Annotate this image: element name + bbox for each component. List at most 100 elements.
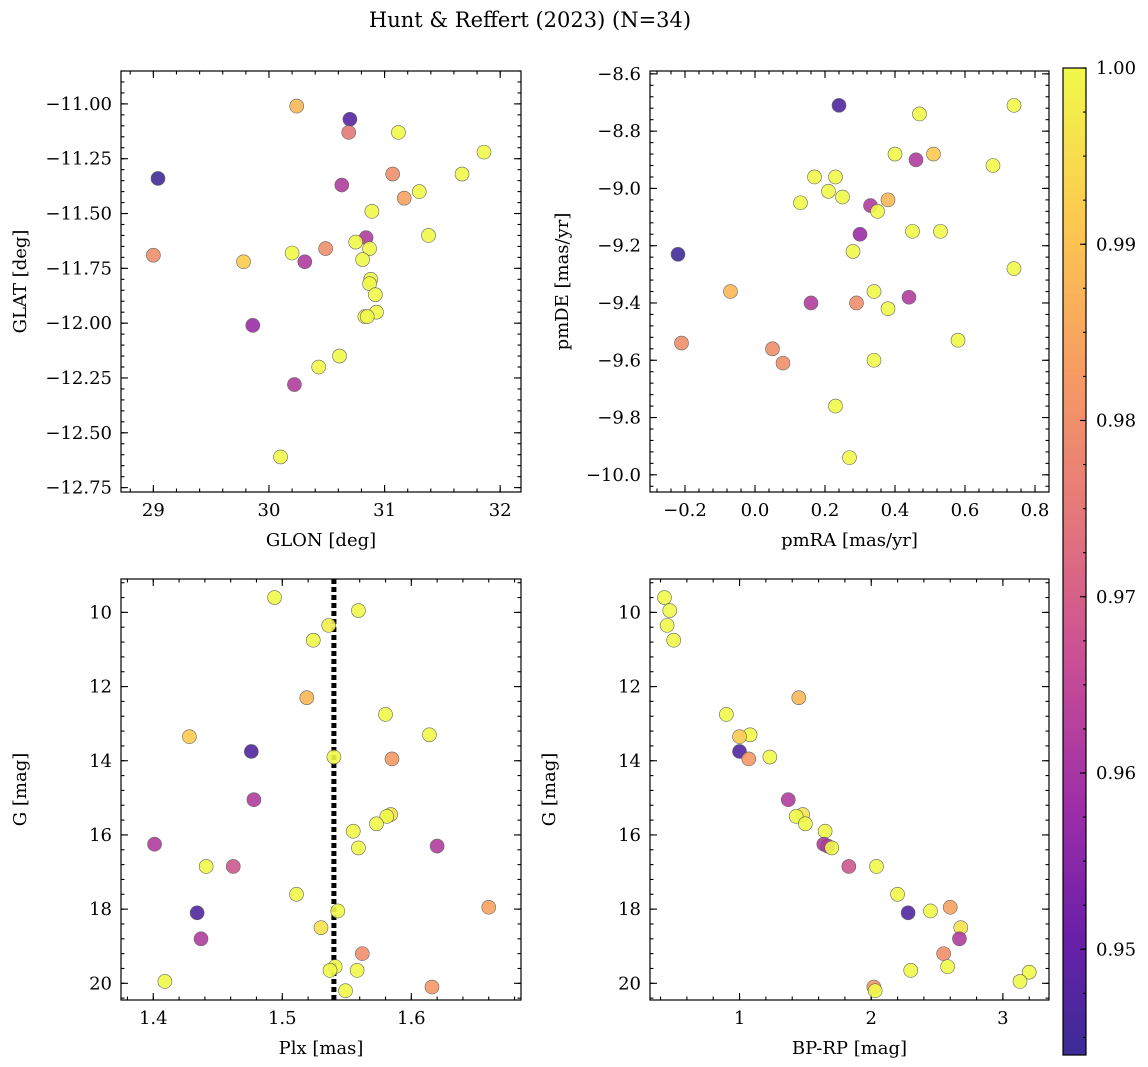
- colorbar-tick-label: 0.96: [1096, 763, 1136, 784]
- data-point: [866, 352, 882, 368]
- data-point: [318, 241, 333, 256]
- x-tick-label: 2: [866, 1008, 877, 1029]
- data-point: [807, 169, 822, 185]
- data-point: [908, 152, 924, 168]
- y-tick-label: 10: [618, 602, 641, 623]
- data-point: [476, 144, 492, 160]
- data-point: [791, 690, 807, 705]
- data-point: [284, 245, 300, 261]
- x-axis-label: BP-RP [mag]: [792, 1038, 907, 1059]
- data-point: [880, 301, 896, 317]
- axes-frame: [649, 578, 1050, 1001]
- y-tick-label: 16: [89, 825, 112, 846]
- y-tick-label: −8.8: [597, 121, 641, 142]
- data-point: [890, 886, 905, 902]
- y-tick-label: −11.25: [45, 149, 112, 170]
- data-point: [950, 332, 966, 348]
- x-axis-label: GLON [deg]: [266, 530, 376, 551]
- data-point: [332, 348, 347, 364]
- y-tick-label: 12: [618, 677, 641, 698]
- data-point: [299, 690, 315, 705]
- data-point: [244, 744, 259, 759]
- data-point: [798, 816, 813, 832]
- y-tick-label: 20: [618, 973, 641, 994]
- data-point: [852, 226, 868, 242]
- data-point: [345, 823, 361, 839]
- data-point: [422, 727, 437, 743]
- y-tick-label: 18: [618, 899, 641, 920]
- y-tick-label: 14: [89, 751, 112, 772]
- data-point: [867, 983, 883, 999]
- y-tick-label: −8.6: [597, 64, 641, 85]
- data-point: [674, 335, 689, 351]
- data-point: [869, 859, 884, 874]
- data-point: [1006, 261, 1022, 276]
- axes-frame: [649, 70, 1050, 493]
- data-point: [305, 632, 321, 648]
- data-point: [421, 228, 436, 243]
- x-tick-label: 31: [373, 500, 396, 521]
- data-point: [198, 859, 214, 874]
- data-point: [289, 98, 305, 114]
- y-tick-label: −11.00: [45, 94, 112, 115]
- data-point: [351, 840, 366, 856]
- data-point: [923, 903, 938, 919]
- panel-glon-glat: 29 30 31 32 −11.00 −11.25 −11.50 −11.75 −12.00 −1…: [10, 70, 522, 551]
- y-tick-label: −11.50: [45, 204, 112, 225]
- data-point: [273, 449, 288, 465]
- data-point: [793, 195, 808, 211]
- data-point: [765, 341, 780, 357]
- data-point: [182, 729, 197, 744]
- data-point: [900, 905, 916, 921]
- axes-frame: [120, 578, 522, 1001]
- y-axis-label: pmDE [mas/yr]: [552, 213, 573, 351]
- data-point: [146, 247, 161, 263]
- x-tick-label: 1: [734, 1008, 745, 1029]
- data-point: [150, 171, 166, 186]
- data-point: [912, 106, 927, 122]
- x-tick-label: 0.6: [951, 500, 980, 521]
- data-point: [330, 903, 346, 919]
- x-axis-label: Plx [mas]: [279, 1038, 364, 1059]
- data-point: [297, 254, 313, 270]
- data-point: [845, 244, 861, 259]
- data-point: [723, 284, 738, 299]
- data-point: [842, 450, 857, 465]
- data-point: [368, 287, 383, 302]
- data-point: [236, 254, 251, 270]
- y-tick-label: 14: [618, 751, 641, 772]
- data-point: [741, 751, 757, 767]
- data-point: [762, 749, 778, 765]
- data-point: [287, 377, 302, 392]
- y-tick-label: 16: [618, 825, 641, 846]
- data-point: [342, 111, 358, 127]
- colorbar: 0.95 0.96 0.97 0.98 0.99 1.00: [1062, 58, 1136, 1056]
- y-tick-label: −12.00: [45, 313, 112, 334]
- data-point: [364, 204, 380, 219]
- x-tick-label: 0.4: [881, 500, 910, 521]
- data-point: [940, 959, 955, 974]
- x-tick-label: 3: [997, 1008, 1008, 1029]
- x-tick-label: 1.4: [139, 1008, 168, 1029]
- y-tick-label: −9.4: [597, 293, 641, 314]
- data-point: [831, 98, 847, 113]
- y-axis-label: G [mag]: [10, 753, 31, 826]
- data-point: [817, 823, 833, 839]
- x-tick-label: 32: [489, 500, 512, 521]
- x-axis-label: pmRA [mas/yr]: [781, 530, 918, 551]
- data-point: [378, 707, 393, 722]
- data-point: [821, 183, 836, 199]
- data-point: [321, 618, 337, 633]
- y-tick-label: −10.0: [586, 465, 641, 486]
- data-point: [341, 125, 357, 140]
- data-point: [396, 190, 412, 206]
- data-point: [926, 146, 941, 162]
- data-point: [334, 177, 350, 193]
- data-point: [870, 204, 885, 219]
- data-point: [351, 603, 366, 618]
- data-point: [379, 809, 395, 824]
- data-point: [732, 729, 747, 744]
- x-tick-label: 0.2: [811, 500, 840, 521]
- data-point: [147, 836, 162, 852]
